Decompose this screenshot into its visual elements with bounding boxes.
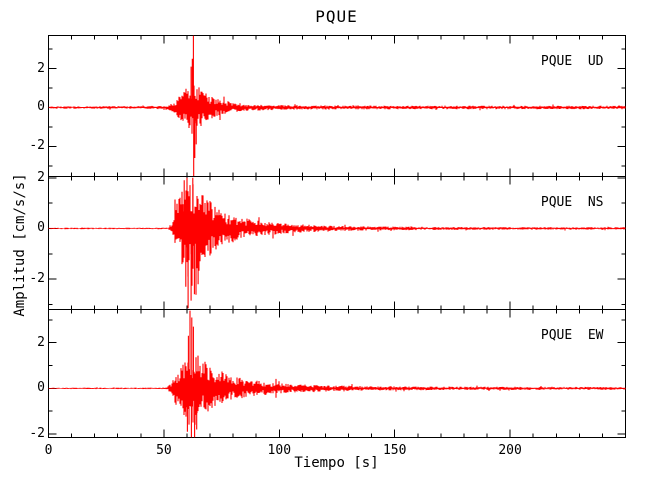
figure-title: PQUE [315, 7, 358, 26]
x-axis-label: Tiempo [s] [294, 455, 379, 471]
y-tick-label: 2 [37, 60, 45, 76]
x-tick-label: 200 [498, 443, 522, 458]
x-tick-label: 150 [382, 443, 407, 458]
x-tick-label: 50 [156, 443, 172, 458]
y-tick-label: 0 [37, 99, 45, 115]
y-tick-label: -2 [29, 138, 45, 154]
y-tick-label: -2 [29, 426, 45, 442]
x-tick-label: 100 [267, 443, 292, 458]
y-tick-label: 0 [37, 380, 45, 396]
panel-label-ud: PQUE UD [540, 53, 604, 69]
y-tick-label: 2 [37, 334, 45, 350]
y-tick-label: 2 [37, 169, 45, 185]
x-tick-label: 0 [44, 443, 53, 458]
panel-label-ew: PQUE EW [540, 327, 604, 343]
y-tick-label: 0 [37, 220, 45, 236]
panel-label-ns: PQUE NS [540, 194, 604, 210]
y-tick-label: -2 [29, 271, 45, 287]
